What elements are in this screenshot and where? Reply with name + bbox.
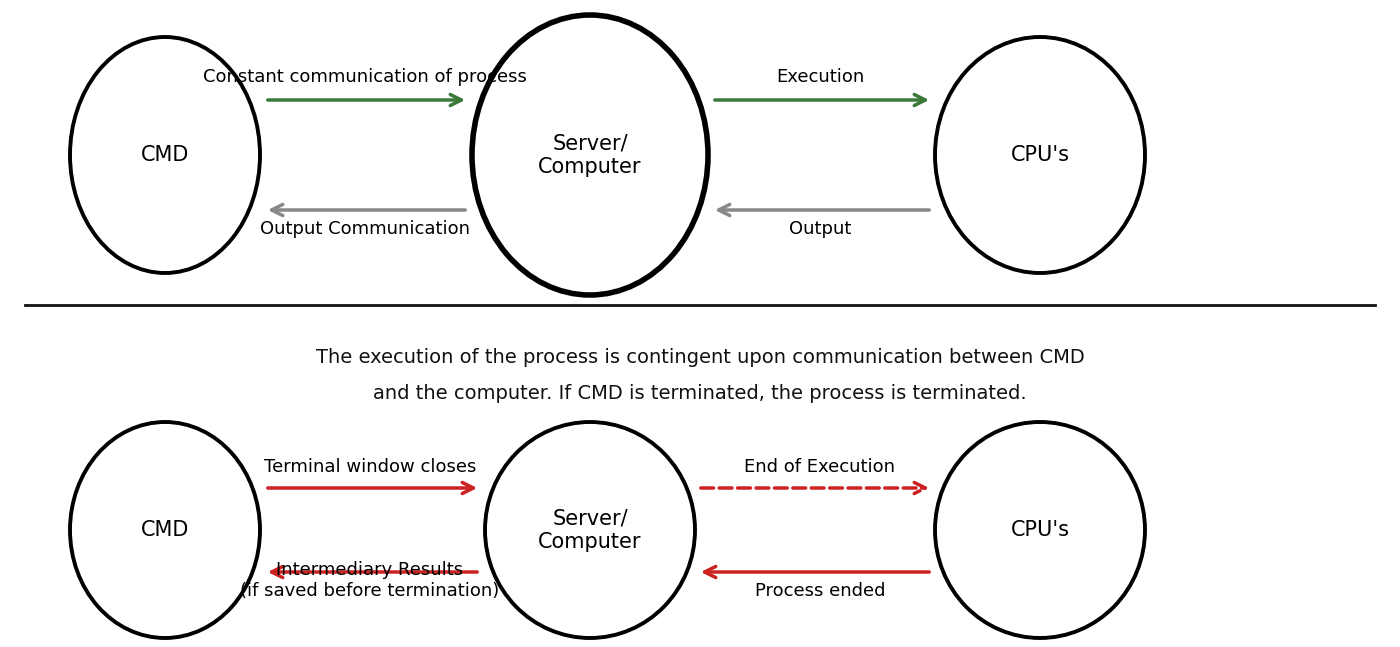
- Text: Server/
Computer: Server/ Computer: [538, 509, 641, 552]
- Text: Output Communication: Output Communication: [260, 220, 470, 238]
- Ellipse shape: [70, 37, 260, 273]
- Ellipse shape: [935, 37, 1145, 273]
- Text: Output: Output: [788, 220, 851, 238]
- Text: CPU's: CPU's: [1011, 520, 1070, 540]
- Text: End of Execution: End of Execution: [745, 458, 896, 476]
- Text: Intermediary Results
(if saved before termination): Intermediary Results (if saved before te…: [241, 561, 500, 600]
- Ellipse shape: [70, 422, 260, 638]
- Text: Execution: Execution: [776, 68, 864, 86]
- Ellipse shape: [472, 15, 708, 295]
- Ellipse shape: [935, 422, 1145, 638]
- Ellipse shape: [484, 422, 694, 638]
- Text: and the computer. If CMD is terminated, the process is terminated.: and the computer. If CMD is terminated, …: [374, 384, 1026, 403]
- Text: Terminal window closes: Terminal window closes: [263, 458, 476, 476]
- Text: Process ended: Process ended: [755, 582, 885, 600]
- Text: CPU's: CPU's: [1011, 145, 1070, 165]
- Text: CMD: CMD: [141, 520, 189, 540]
- Text: CMD: CMD: [141, 145, 189, 165]
- Text: Server/
Computer: Server/ Computer: [538, 133, 641, 177]
- Text: The execution of the process is contingent upon communication between CMD: The execution of the process is continge…: [315, 348, 1085, 367]
- Text: Constant communication of process: Constant communication of process: [203, 68, 526, 86]
